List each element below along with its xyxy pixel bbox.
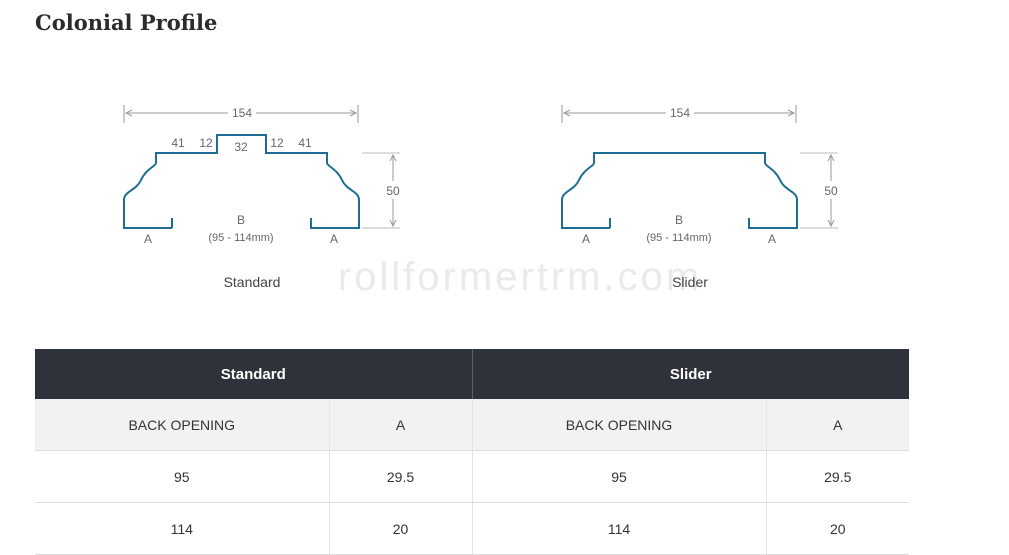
standard-profile-diagram: 154 41 12 32 12 41 50 B (95 - 114mm) A A xyxy=(110,95,410,255)
standard-profile-outline xyxy=(123,134,360,229)
page-title: Colonial Profile xyxy=(35,10,218,35)
leg-label-left: A xyxy=(144,232,152,246)
arrow-down-icon xyxy=(389,219,397,228)
overall-width-label: 154 xyxy=(232,106,252,120)
slider-profile-diagram: 154 50 B (95 - 114mm) A A xyxy=(548,95,848,255)
segment-label: 41 xyxy=(298,136,312,150)
segment-label: 12 xyxy=(199,136,213,150)
height-label: 50 xyxy=(386,184,400,198)
table-row: 95 29.5 95 29.5 xyxy=(35,450,910,503)
back-label: B xyxy=(237,213,245,227)
table-row: 114 20 114 20 xyxy=(35,502,910,555)
slider-profile-outline xyxy=(561,152,798,229)
slider-caption: Slider xyxy=(672,274,708,290)
subheader-cell: A xyxy=(329,399,473,451)
subheader-cell: A xyxy=(766,399,910,451)
table-cell: 95 xyxy=(35,450,330,503)
leg-label-right: A xyxy=(768,232,776,246)
back-range-label: (95 - 114mm) xyxy=(208,232,273,244)
overall-width-label: 154 xyxy=(670,106,690,120)
table-subheader-row: BACK OPENING A BACK OPENING A xyxy=(35,399,910,451)
arrow-down-icon xyxy=(827,219,835,228)
back-label: B xyxy=(675,213,683,227)
table-cell: 20 xyxy=(329,502,473,555)
table-cell: 20 xyxy=(766,502,910,555)
profile-spec-table: Standard Slider BACK OPENING A BACK OPEN… xyxy=(35,349,910,555)
arrow-up-icon xyxy=(827,153,835,162)
height-label: 50 xyxy=(824,184,838,198)
table-cell: 29.5 xyxy=(766,450,910,503)
table-cell: 29.5 xyxy=(329,450,473,503)
table-cell: 114 xyxy=(472,502,767,555)
group-header-standard: Standard xyxy=(35,349,473,399)
table-cell: 114 xyxy=(35,502,330,555)
arrow-up-icon xyxy=(389,153,397,162)
leg-label-left: A xyxy=(582,232,590,246)
subheader-cell: BACK OPENING xyxy=(472,399,767,451)
segment-label: 32 xyxy=(234,140,248,154)
leg-label-right: A xyxy=(330,232,338,246)
standard-profile-svg: 154 41 12 32 12 41 50 B (95 - 114mm) A A xyxy=(123,105,400,246)
standard-caption: Standard xyxy=(223,274,281,290)
segment-label: 41 xyxy=(171,136,185,150)
table-group-header-row: Standard Slider xyxy=(35,349,910,399)
arrow-left-icon xyxy=(562,109,571,117)
back-range-label: (95 - 114mm) xyxy=(646,232,711,244)
arrow-left-icon xyxy=(124,109,133,117)
group-header-slider: Slider xyxy=(472,349,910,399)
subheader-cell: BACK OPENING xyxy=(35,399,330,451)
arrow-right-icon xyxy=(349,109,358,117)
table-cell: 95 xyxy=(472,450,767,503)
arrow-right-icon xyxy=(787,109,796,117)
slider-profile-svg: 154 50 B (95 - 114mm) A A xyxy=(561,105,838,246)
segment-label: 12 xyxy=(270,136,284,150)
